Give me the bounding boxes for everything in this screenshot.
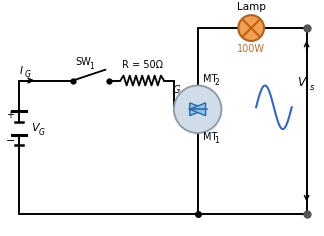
Text: 100W: 100W: [237, 44, 265, 54]
Text: s: s: [309, 83, 314, 92]
Text: V: V: [296, 76, 305, 89]
Text: 1: 1: [89, 62, 93, 71]
Text: I: I: [20, 66, 23, 76]
Polygon shape: [190, 103, 205, 116]
Polygon shape: [190, 103, 205, 116]
Text: G: G: [24, 70, 30, 79]
Text: MT: MT: [202, 74, 217, 84]
Text: +: +: [6, 110, 15, 120]
Text: 2: 2: [214, 78, 219, 87]
Text: SW: SW: [76, 57, 92, 67]
Text: G: G: [38, 127, 44, 136]
Text: 1: 1: [214, 136, 219, 145]
Text: Lamp: Lamp: [237, 2, 266, 12]
Circle shape: [238, 15, 264, 41]
Circle shape: [174, 85, 221, 133]
Text: V: V: [31, 123, 39, 133]
Text: G: G: [172, 85, 179, 95]
Text: R = 50Ω: R = 50Ω: [122, 60, 163, 70]
Text: −: −: [6, 136, 15, 146]
Text: MT: MT: [202, 132, 217, 142]
